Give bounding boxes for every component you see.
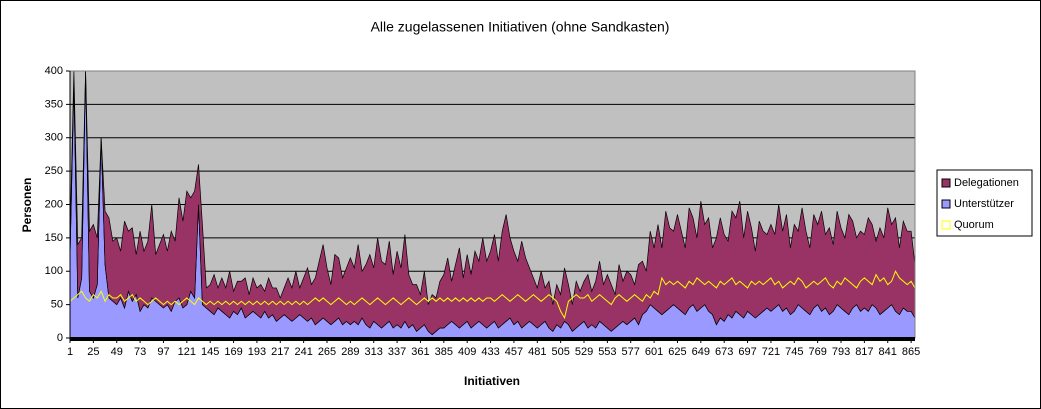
legend-label: Delegationen: [954, 177, 1019, 189]
x-tick-label: 217: [271, 346, 289, 358]
y-tick-label: 350: [45, 98, 63, 110]
x-tick-label: 625: [668, 346, 686, 358]
y-tick-label: 150: [45, 232, 63, 244]
x-tick-label: 121: [178, 346, 196, 358]
x-tick-label: 313: [365, 346, 383, 358]
x-tick-label: 601: [645, 346, 663, 358]
legend-swatch: [941, 199, 951, 209]
legend-swatch: [941, 220, 951, 230]
line: [70, 270, 915, 320]
x-tick-label: 697: [738, 346, 756, 358]
x-tick-label: 169: [224, 346, 242, 358]
y-tick-label: 300: [45, 132, 63, 144]
legend-label: Unterstützer: [954, 198, 1014, 210]
y-tick-label: 250: [45, 165, 63, 177]
x-tick-label: 793: [832, 346, 850, 358]
x-tick-label: 25: [87, 346, 99, 358]
x-tick-label: 145: [201, 346, 219, 358]
y-tick-label: 50: [51, 299, 63, 311]
legend-swatch: [941, 178, 951, 188]
legend-label: Quorum: [954, 219, 994, 231]
y-tick-label: 0: [57, 332, 63, 344]
x-tick-label: 49: [111, 346, 123, 358]
x-tick-label: 649: [692, 346, 710, 358]
x-tick-label: 241: [294, 346, 312, 358]
x-tick-label: 433: [481, 346, 499, 358]
x-tick-label: 577: [622, 346, 640, 358]
x-tick-label: 529: [575, 346, 593, 358]
x-tick-label: 385: [435, 346, 453, 358]
x-tick-label: 337: [388, 346, 406, 358]
x-axis-title: Initiativen: [464, 374, 520, 388]
y-tick-label: 200: [45, 198, 63, 210]
legend-box: [936, 169, 1033, 237]
x-tick-label: 817: [855, 346, 873, 358]
x-tick-label: 409: [458, 346, 476, 358]
y-axis-title: Personen: [20, 178, 34, 233]
x-tick-label: 553: [598, 346, 616, 358]
x-tick-label: 457: [505, 346, 523, 358]
x-tick-label: 769: [808, 346, 826, 358]
x-tick-label: 721: [762, 346, 780, 358]
x-axis: [70, 337, 915, 341]
y-tick-label: 400: [45, 65, 63, 77]
x-tick-label: 673: [715, 346, 733, 358]
x-tick-label: 841: [879, 346, 897, 358]
x-tick-label: 505: [551, 346, 569, 358]
x-tick-label: 265: [318, 346, 336, 358]
x-tick-label: 481: [528, 346, 546, 358]
plot-content: [70, 71, 915, 338]
x-tick-label: 865: [902, 346, 920, 358]
chart-title: Alle zugelassenen Initiativen (ohne Sand…: [371, 19, 670, 35]
x-tick-label: 97: [157, 346, 169, 358]
x-tick-label: 361: [411, 346, 429, 358]
y-tick-label: 100: [45, 265, 63, 277]
x-tick-label: 289: [341, 346, 359, 358]
x-tick-label: 193: [248, 346, 266, 358]
area: [70, 71, 915, 336]
x-tick-label: 1: [67, 346, 73, 358]
x-tick-label: 73: [134, 346, 146, 358]
x-tick-label: 745: [785, 346, 803, 358]
